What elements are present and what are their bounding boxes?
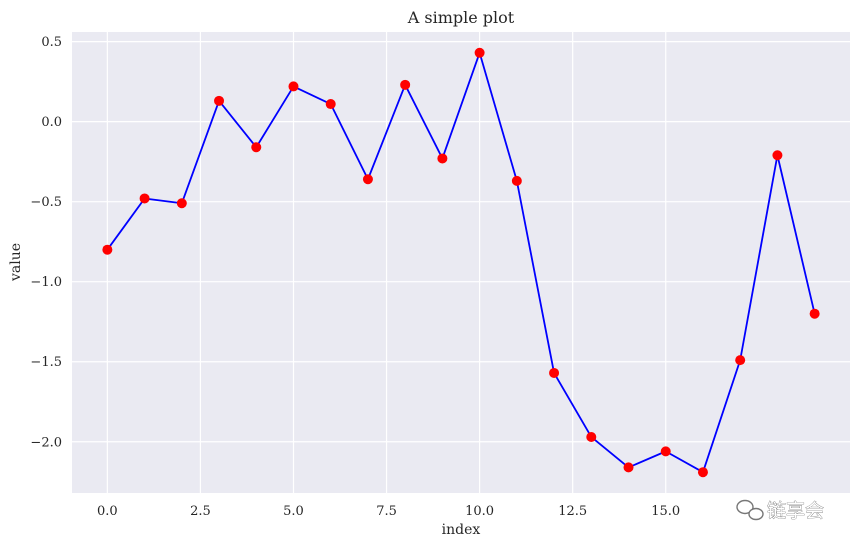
x-tick-label: 15.0 (651, 504, 680, 519)
x-tick-labels: 0.0 2.5 5.0 7.5 10.0 12.5 15.0 (97, 504, 680, 519)
data-point (362, 174, 373, 185)
watermark: 链享会 (736, 499, 824, 522)
data-point (139, 193, 150, 204)
data-point (251, 142, 262, 153)
y-tick-label: 0.5 (41, 35, 62, 50)
x-tick-label: 0.0 (97, 504, 118, 519)
data-point (511, 175, 522, 186)
data-point (772, 150, 783, 161)
x-tick-label: 5.0 (283, 504, 304, 519)
data-point (660, 446, 671, 457)
y-tick-label: −1.0 (30, 275, 62, 290)
plot-area (72, 32, 850, 493)
data-point (400, 79, 411, 90)
series-line (106, 51, 816, 474)
y-tick-label: −2.0 (30, 435, 62, 450)
data-point (735, 355, 746, 366)
series-group (102, 47, 820, 478)
x-tick-label: 12.5 (558, 504, 587, 519)
data-point (697, 467, 708, 478)
data-point (809, 308, 820, 319)
data-point (214, 95, 225, 106)
data-point (437, 153, 448, 164)
data-point (176, 198, 187, 209)
chat-bubbles-icon (736, 499, 764, 521)
y-axis-label: value (8, 243, 24, 282)
data-point (325, 99, 336, 110)
chart-title: A simple plot (407, 8, 515, 27)
data-point (102, 244, 113, 255)
data-point (586, 431, 597, 442)
data-point (288, 81, 299, 92)
data-point (549, 367, 560, 378)
grid-lines (72, 32, 850, 493)
x-tick-label: 2.5 (190, 504, 211, 519)
watermark-text: 链享会 (767, 500, 824, 522)
x-tick-label: 10.0 (465, 504, 494, 519)
y-tick-labels: 0.5 0.0 −0.5 −1.0 −1.5 −2.0 (30, 35, 62, 450)
y-tick-label: −1.5 (30, 355, 62, 370)
data-point (623, 462, 634, 473)
data-point (474, 47, 485, 58)
x-tick-label: 7.5 (376, 504, 397, 519)
x-axis-label: index (442, 522, 481, 538)
y-tick-label: 0.0 (41, 115, 62, 130)
y-tick-label: −0.5 (30, 195, 62, 210)
